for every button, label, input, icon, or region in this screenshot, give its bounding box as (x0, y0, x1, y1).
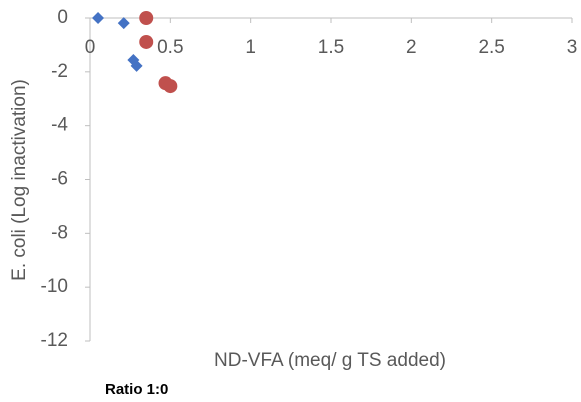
y-tick-label: -8 (51, 222, 68, 243)
y-tick-label: -12 (41, 330, 68, 351)
point (139, 34, 154, 49)
y-tick-label: -2 (51, 61, 68, 82)
point (117, 17, 130, 30)
x-tick-label: 2 (406, 37, 417, 58)
x-axis-label: ND-VFA (meq/ g TS added) (214, 350, 446, 371)
x-tick-label: 0.5 (157, 37, 183, 58)
point (130, 59, 143, 72)
annotation: Ratio 1:0 (105, 381, 168, 398)
y-tick-label: -10 (41, 276, 68, 297)
y-tick-label: -4 (51, 115, 68, 136)
x-tick-label: 0 (85, 37, 96, 58)
x-tick-label: 1 (245, 37, 256, 58)
y-tick-label: -6 (51, 169, 68, 190)
x-tick-label: 1.5 (318, 37, 344, 58)
point (139, 11, 154, 25)
point (163, 79, 178, 94)
x-tick-label: 2.5 (478, 37, 504, 58)
x-tick-label: 3 (567, 37, 578, 58)
y-axis-label: E. coli (Log inactivation) (9, 79, 30, 281)
y-tick-label: 0 (57, 7, 68, 28)
point (92, 12, 105, 24)
